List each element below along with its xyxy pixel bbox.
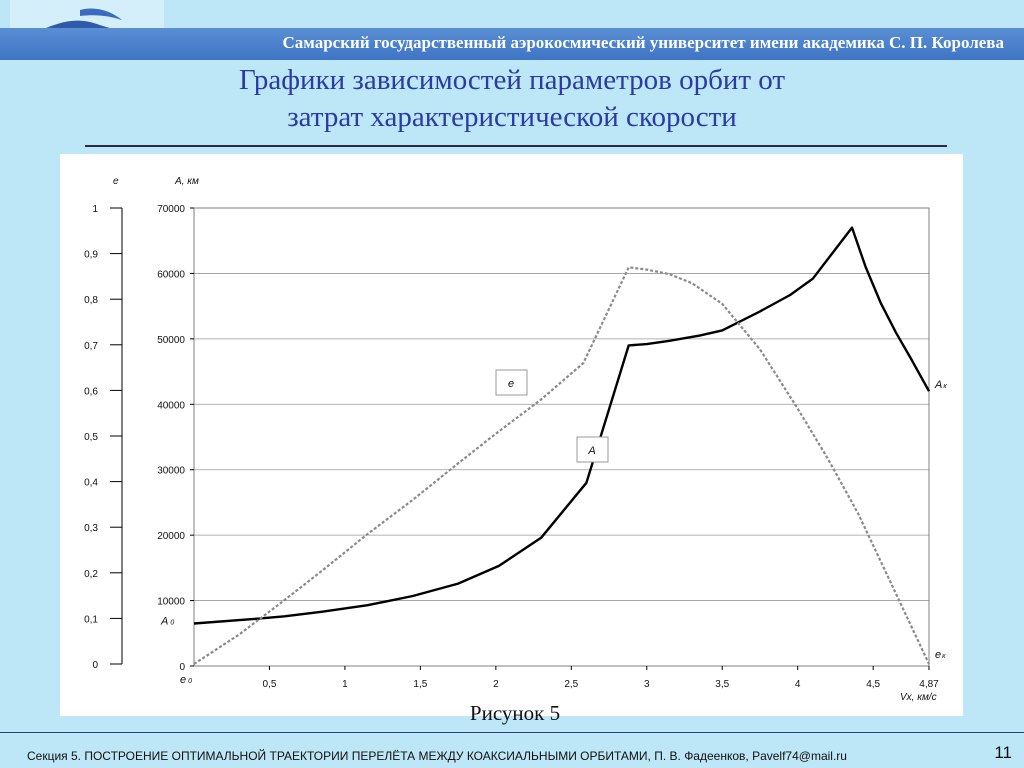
series bbox=[193, 226, 931, 665]
e-axis-tick-label-6: 0,6 bbox=[84, 386, 98, 397]
a-axis-tick-label-6: 60000 bbox=[157, 269, 185, 280]
x-axis-tick-label-7: 4 bbox=[795, 679, 801, 690]
slide-title-line-1: Графики зависимостей параметров орбит от bbox=[238, 64, 786, 96]
e-axis-title: e bbox=[113, 176, 119, 187]
e-axis-tick-label-0: 0 bbox=[92, 660, 98, 671]
e-axis-tick-label-8: 0,8 bbox=[84, 295, 98, 306]
end-label-e: eк bbox=[935, 649, 946, 661]
x-axis: 0,5 1 1,5 2 2,5 3 3,5 4 4,5 4,87 bbox=[263, 666, 939, 690]
svg-text:A: A bbox=[587, 445, 595, 457]
series-line-e bbox=[193, 266, 930, 665]
e-axis-tick-label-4: 0,4 bbox=[84, 478, 98, 489]
e-axis-tick-label-10: 1 bbox=[92, 204, 98, 215]
x-axis-tick-label-5: 3 bbox=[644, 679, 650, 690]
a-axis-tick-label-4: 40000 bbox=[157, 400, 185, 411]
e-axis-tick-label-5: 0,5 bbox=[84, 432, 98, 443]
e-axis-tick-label-9: 0,9 bbox=[84, 250, 98, 261]
university-name: Самарский государственный аэрокосмически… bbox=[282, 33, 1004, 52]
x-axis-tick-label-4: 2,5 bbox=[564, 679, 578, 690]
e-axis-tick-label-1: 0,1 bbox=[84, 614, 98, 625]
e-axis-tick-label-3: 0,3 bbox=[84, 523, 98, 534]
page-number: 11 bbox=[994, 743, 1012, 762]
series-label-e: e bbox=[495, 369, 528, 396]
x-axis-tick-label-9: 4,87 bbox=[919, 679, 939, 690]
a-axis: 0 10000 20000 30000 40000 50000 60000 70000 bbox=[157, 204, 194, 673]
plot-area-border bbox=[193, 207, 930, 667]
a-axis-tick-label-5: 50000 bbox=[157, 335, 185, 346]
a-axis-tick-label-0: 0 bbox=[179, 662, 185, 673]
header-bar: Самарский государственный аэрокосмически… bbox=[0, 28, 1024, 60]
footer-text: Секция 5. ПОСТРОЕНИЕ ОПТИМАЛЬНОЙ ТРАЕКТО… bbox=[27, 749, 847, 763]
figure-caption: Рисунок 5 bbox=[469, 701, 561, 725]
end-label-A: Aк bbox=[934, 379, 947, 391]
chart: 0 0,1 0,2 0,3 0,4 0,5 0,6 0,7 0,8 0,9 1 0 10000 2000… bbox=[84, 176, 947, 703]
chart-panel: 0 0,1 0,2 0,3 0,4 0,5 0,6 0,7 0,8 0,9 1 0 10000 2000… bbox=[60, 154, 963, 716]
series-label-a: A bbox=[576, 436, 609, 463]
e-axis-tick-label-2: 0,2 bbox=[84, 569, 98, 580]
slide-title: Графики зависимостей параметров орбит от… bbox=[0, 62, 1024, 136]
title-divider bbox=[85, 145, 947, 147]
series-line-A bbox=[193, 226, 931, 625]
slide-title-line-2: затрат характеристической скорости bbox=[287, 101, 737, 133]
x-axis-tick-label-0: 0,5 bbox=[263, 679, 277, 690]
e-axis: 0 0,1 0,2 0,3 0,4 0,5 0,6 0,7 0,8 0,9 1 bbox=[84, 204, 122, 671]
e-axis-tick-label-7: 0,7 bbox=[84, 341, 98, 352]
a-axis-tick-label-1: 10000 bbox=[157, 597, 185, 608]
a-axis-tick-label-3: 30000 bbox=[157, 466, 185, 477]
x-axis-tick-label-1: 1 bbox=[342, 679, 348, 690]
a-axis-tick-label-2: 20000 bbox=[157, 531, 185, 542]
footer-divider bbox=[0, 732, 1024, 733]
a-axis-title: A, км bbox=[174, 176, 199, 187]
a-axis-tick-label-7: 70000 bbox=[157, 204, 185, 215]
x-axis-title: Vx, км/с bbox=[900, 692, 937, 703]
svg-text:e: e bbox=[508, 378, 514, 390]
x-axis-tick-label-8: 4,5 bbox=[866, 679, 880, 690]
x-axis-tick-label-6: 3,5 bbox=[715, 679, 729, 690]
x-axis-tick-label-2: 1,5 bbox=[413, 679, 427, 690]
grid bbox=[194, 207, 929, 601]
x-axis-tick-label-3: 2 bbox=[493, 679, 499, 690]
